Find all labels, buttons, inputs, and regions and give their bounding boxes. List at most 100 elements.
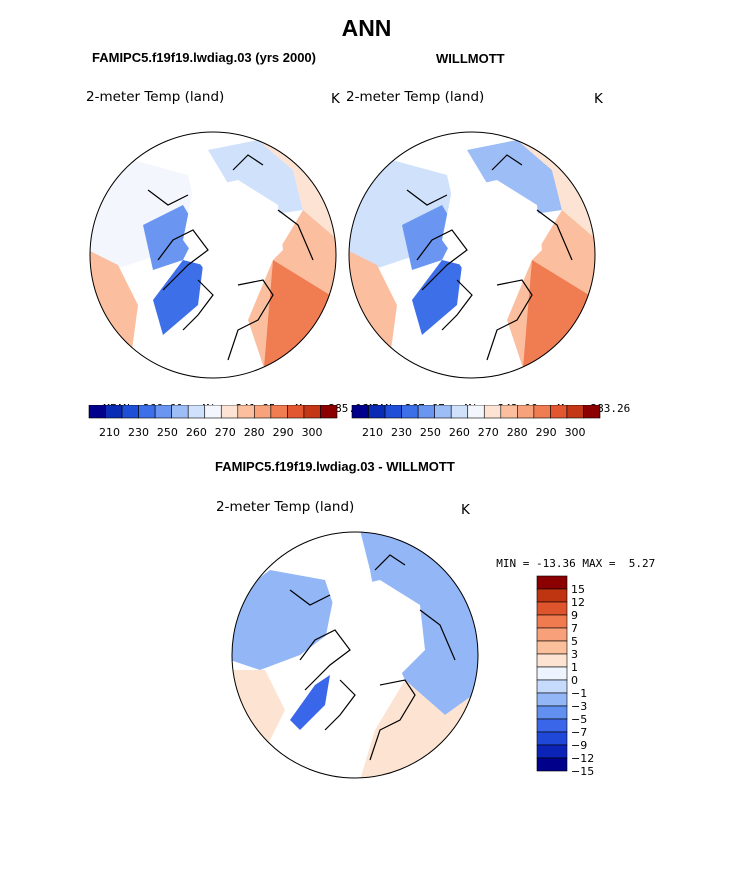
colorbar-tick-label: −7	[571, 726, 587, 739]
canadian-archipelago-field	[402, 205, 457, 270]
colorbar-tick-label: 230	[391, 426, 412, 439]
colorbar-swatch	[204, 405, 222, 419]
colorbar-tick-label: 260	[186, 426, 207, 439]
colorbar-swatch	[536, 705, 568, 720]
colorbar-swatch	[105, 405, 123, 419]
colorbar-swatch	[368, 405, 386, 419]
canadian-archipelago-field	[143, 205, 198, 270]
colorbar-tick-label: 270	[478, 426, 499, 439]
map-panel-observed	[348, 131, 596, 379]
colorbar-tick-label: 280	[244, 426, 265, 439]
colorbar-tick-label: 3	[571, 648, 578, 661]
colorbar-swatch	[384, 405, 402, 419]
colorbar-panel-1: 210 230 250 260 270 280 290 300	[88, 405, 338, 439]
colorbar-tick-label: 15	[571, 583, 585, 596]
figure-title: ANN	[341, 15, 392, 41]
colorbar-swatch	[533, 405, 551, 419]
panel-2-subtitle: 2-meter Temp (land)	[346, 89, 485, 105]
coastline	[406, 154, 573, 361]
map-field	[232, 532, 478, 778]
colorbar-tick-label: 210	[362, 426, 383, 439]
colorbar-tick-label: 250	[157, 426, 178, 439]
panel-1-subtitle: 2-meter Temp (land)	[86, 89, 225, 105]
colorbar-swatch	[434, 405, 452, 419]
colorbar-swatch	[550, 405, 568, 419]
colorbar-swatch	[220, 405, 239, 419]
colorbar-panel-2: 210 230 250 260 270 280 290 300	[351, 405, 601, 439]
colorbar-tick-label: −1	[571, 687, 587, 700]
colorbar-swatch	[583, 405, 601, 419]
colorbar-tick-label: 300	[302, 426, 323, 439]
colorbar-swatch	[536, 588, 568, 603]
colorbar-tick-label: 7	[571, 622, 578, 635]
colorbar-swatch	[536, 757, 568, 772]
colorbar-swatch	[536, 731, 568, 746]
colorbar-swatch	[417, 405, 435, 419]
colorbar-swatch	[536, 601, 568, 616]
colorbar-swatch	[536, 744, 568, 759]
colorbar-swatch	[536, 627, 568, 642]
arctic-ocean	[325, 580, 425, 680]
panel-3-units: K	[461, 502, 470, 518]
greenland-field	[412, 260, 462, 335]
colorbar-tick-label: 260	[449, 426, 470, 439]
arctic-ocean	[183, 180, 283, 280]
colorbar-tick-label: 9	[571, 609, 578, 622]
colorbar-tick-label: −3	[571, 700, 587, 713]
colorbar-swatch	[536, 614, 568, 629]
stat-min-value: -13.36	[536, 557, 576, 570]
colorbar-tick-label: 270	[215, 426, 236, 439]
colorbar-swatch	[536, 718, 568, 733]
panel-2-title: WILLMOTT	[436, 51, 505, 66]
colorbar-swatch	[270, 405, 288, 419]
colorbar-swatch	[536, 640, 568, 655]
colorbar-swatch	[351, 405, 369, 419]
siberia-field	[208, 140, 303, 215]
panel-3-subtitle: 2-meter Temp (land)	[216, 499, 355, 515]
map-border	[89, 131, 337, 379]
colorbar-swatch	[138, 405, 156, 419]
coastline	[147, 154, 314, 361]
panel-3-stats: MIN = -13.36 MAX = 5.27	[483, 544, 655, 570]
greenland-anomaly	[290, 675, 330, 730]
colorbar-swatch	[483, 405, 502, 419]
colorbar-swatch	[536, 575, 568, 590]
arctic-ocean	[442, 180, 542, 280]
colorbar-tick-label: 250	[420, 426, 441, 439]
colorbar-swatch	[566, 405, 584, 419]
colorbar-tick-label: −5	[571, 713, 587, 726]
colorbar-swatch	[154, 405, 172, 419]
map-field	[349, 132, 595, 378]
map-panel-difference	[231, 531, 479, 779]
colorbar-swatch	[536, 666, 568, 681]
map-panel-model	[89, 131, 337, 379]
panel-1-units: K	[331, 91, 340, 107]
colorbar-swatch	[517, 405, 535, 419]
colorbar-tick-label: 210	[99, 426, 120, 439]
stat-max-label: MAX =	[582, 557, 616, 570]
colorbar-tick-label: 290	[273, 426, 294, 439]
colorbar-tick-label: 290	[536, 426, 557, 439]
panel-1-title: FAMIPC5.f19f19.lwdiag.03 (yrs 2000)	[92, 50, 316, 65]
coastline	[289, 554, 456, 761]
colorbar-tick-label: −15	[571, 765, 594, 778]
map-field	[90, 132, 336, 378]
colorbar-tick-label: −12	[571, 752, 594, 765]
colorbar-tick-label: 230	[128, 426, 149, 439]
colorbar-swatch	[536, 679, 568, 694]
colorbar-tick-label: 1	[571, 661, 578, 674]
north-america-anomaly	[232, 570, 340, 670]
colorbar-tick-label: 300	[565, 426, 586, 439]
map-border	[348, 131, 596, 379]
colorbar-swatch	[536, 653, 568, 668]
colorbar-swatch	[171, 405, 189, 419]
colorbar-swatch	[88, 405, 106, 419]
colorbar-swatch	[287, 405, 305, 419]
colorbar-swatch	[467, 405, 485, 419]
stat-max-value: 283.26	[590, 402, 631, 415]
colorbar-swatch	[254, 405, 272, 419]
colorbar-swatch	[500, 405, 518, 419]
colorbar-swatch	[237, 405, 255, 419]
colorbar-swatch	[187, 405, 206, 419]
